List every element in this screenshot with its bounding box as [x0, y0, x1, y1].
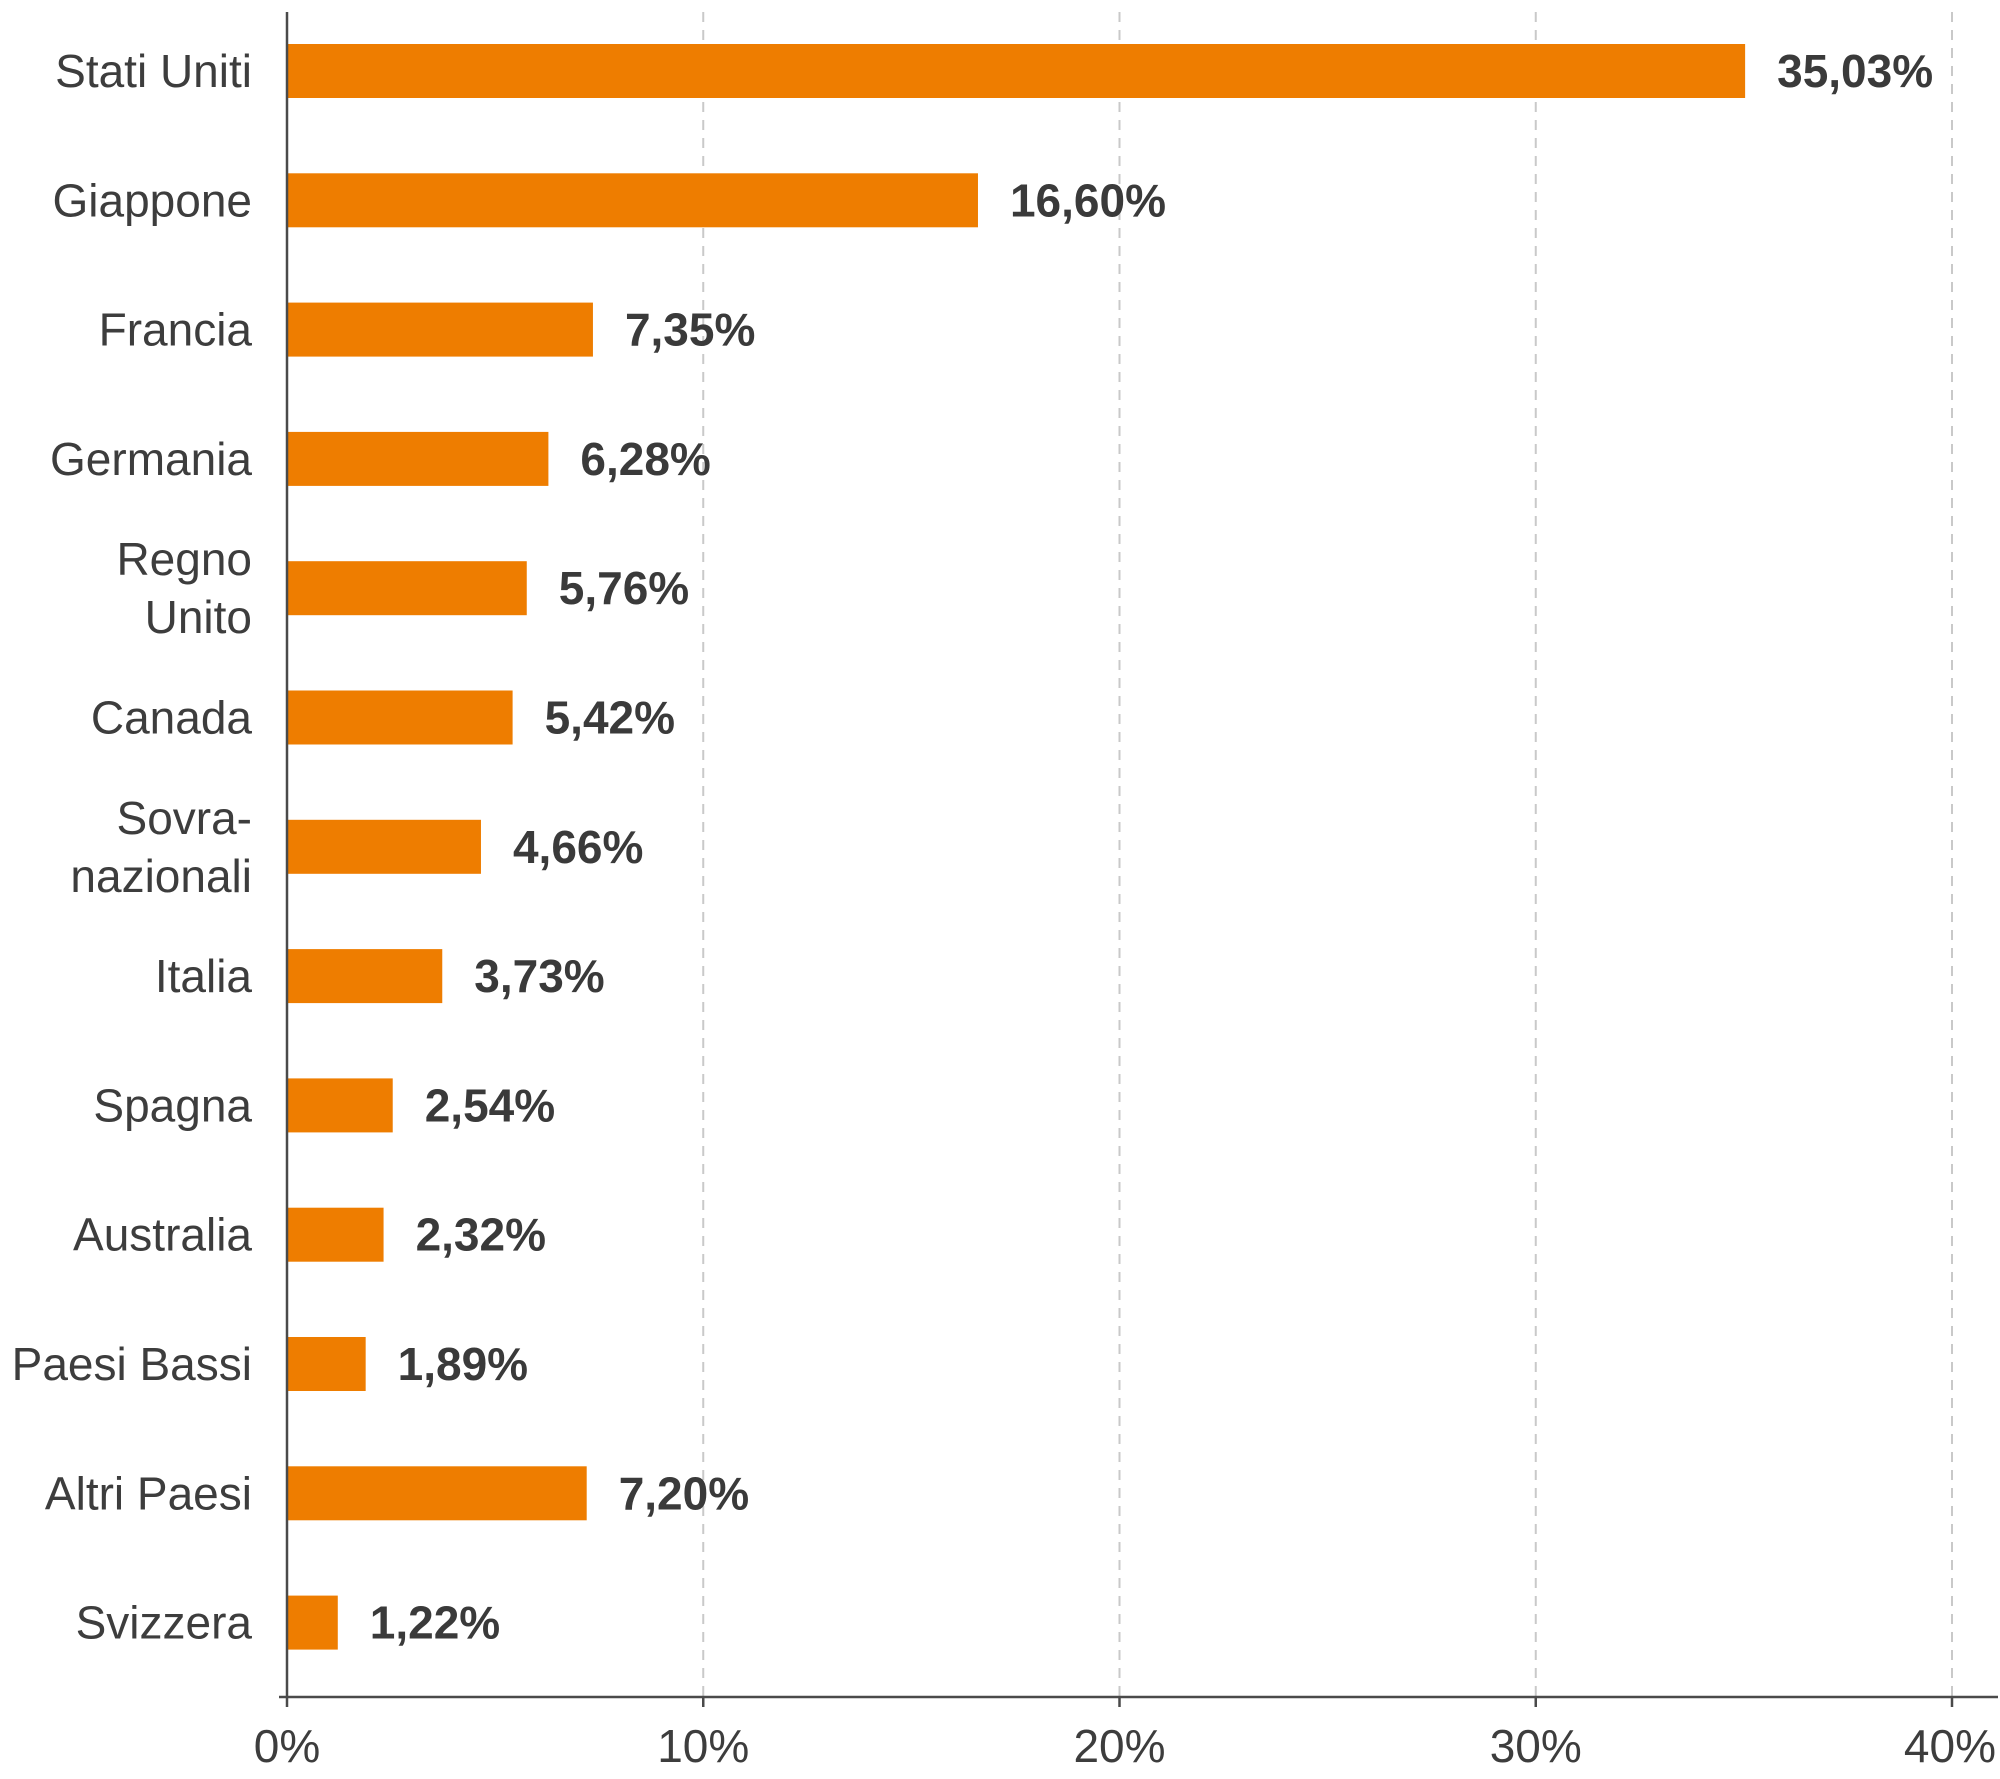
bar-layer	[287, 44, 1746, 1650]
category-label: Australia	[73, 1209, 252, 1261]
category-label-line: Stati Uniti	[55, 45, 252, 97]
bar	[287, 431, 549, 486]
bar	[287, 819, 481, 874]
value-label: 16,60%	[1010, 174, 1166, 226]
category-label: Canada	[91, 692, 253, 744]
x-tick-label: 0%	[254, 1720, 320, 1772]
bar	[287, 561, 527, 616]
label-layer: Stati Uniti 35,03% Giappone 16,60% Francia 7,…	[12, 45, 1996, 1772]
bar	[287, 949, 443, 1004]
category-label: Francia	[99, 304, 253, 356]
category-label-line: Paesi Bassi	[12, 1338, 252, 1390]
x-tick-label: 30%	[1490, 1720, 1582, 1772]
value-label: 5,42%	[545, 692, 675, 744]
category-label-line: Germania	[50, 433, 252, 485]
bar	[287, 302, 593, 357]
category-label: Regno Unito	[116, 533, 252, 643]
value-label: 2,54%	[425, 1079, 555, 1131]
bar	[287, 44, 1746, 98]
value-label: 1,89%	[398, 1338, 528, 1390]
value-label: 4,66%	[513, 821, 643, 873]
value-label: 6,28%	[580, 433, 710, 485]
bar	[287, 1207, 384, 1262]
bar	[287, 1337, 366, 1391]
value-label: 35,03%	[1777, 45, 1933, 97]
category-label: Stati Uniti	[55, 45, 252, 97]
bar	[287, 1595, 338, 1650]
bar	[287, 1078, 393, 1133]
category-label: Giappone	[53, 174, 253, 226]
category-label-line: Francia	[99, 304, 253, 356]
bar	[287, 173, 978, 228]
category-label: Sovra-nazionali	[70, 792, 252, 902]
value-label: 1,22%	[370, 1597, 500, 1649]
category-label-line: Australia	[73, 1209, 252, 1261]
value-label: 2,32%	[416, 1209, 546, 1261]
category-label: Svizzera	[76, 1597, 253, 1649]
x-tick-label: 10%	[657, 1720, 749, 1772]
bar	[287, 1466, 587, 1521]
category-label: Paesi Bassi	[12, 1338, 252, 1390]
category-label-line: Giappone	[53, 174, 253, 226]
value-label: 7,20%	[619, 1467, 749, 1519]
x-tick-label: 40%	[1904, 1720, 1996, 1772]
category-label-line: Canada	[91, 692, 253, 744]
axis-layer	[279, 12, 1998, 1707]
category-label-line: Sovra-	[117, 792, 252, 844]
value-label: 3,73%	[474, 950, 604, 1002]
category-label: Spagna	[93, 1079, 252, 1131]
category-label-line: Italia	[155, 950, 253, 1002]
category-label-line: Svizzera	[76, 1597, 253, 1649]
category-label-line: Unito	[145, 591, 252, 643]
category-label-line: Spagna	[93, 1079, 252, 1131]
category-label: Italia	[155, 950, 253, 1002]
bar	[287, 690, 513, 745]
category-label: Altri Paesi	[45, 1467, 252, 1519]
category-label-line: nazionali	[70, 850, 252, 902]
category-label-line: Altri Paesi	[45, 1467, 252, 1519]
grid-layer	[702, 12, 1953, 1697]
x-tick-label: 20%	[1073, 1720, 1165, 1772]
value-label: 7,35%	[625, 304, 755, 356]
value-label: 5,76%	[559, 562, 689, 614]
category-label-line: Regno	[116, 533, 252, 585]
category-label: Germania	[50, 433, 252, 485]
